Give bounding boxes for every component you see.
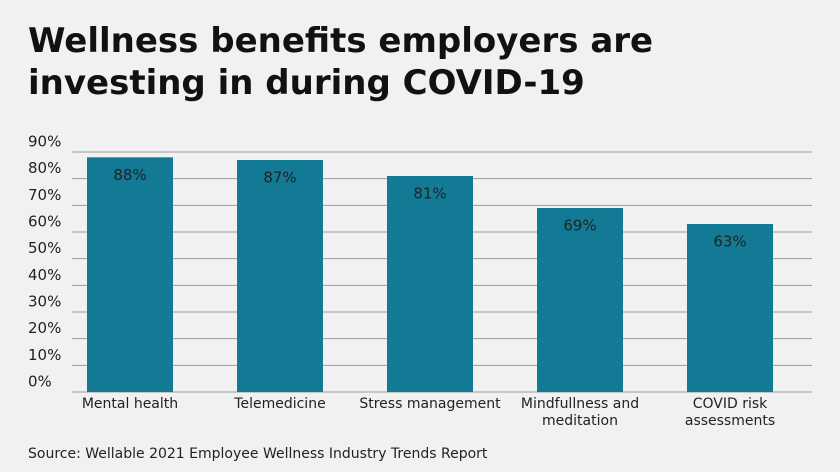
- bar: [387, 176, 473, 392]
- y-tick-label: 50%: [28, 239, 61, 257]
- y-tick-label: 80%: [28, 159, 61, 177]
- y-tick-label: 70%: [28, 186, 61, 204]
- y-tick-label: 60%: [28, 213, 61, 231]
- y-tick-label: 20%: [28, 319, 61, 337]
- data-label: 87%: [263, 169, 296, 187]
- data-label: 69%: [563, 217, 596, 235]
- source-note: Source: Wellable 2021 Employee Wellness …: [28, 446, 488, 462]
- x-tick-label: Telemedicine: [234, 396, 326, 412]
- y-tick-label: 90%: [28, 133, 61, 151]
- y-tick-label: 10%: [28, 346, 61, 364]
- bar: [687, 224, 773, 392]
- data-label: 81%: [413, 185, 446, 203]
- data-label: 88%: [113, 166, 146, 184]
- bar: [87, 157, 173, 392]
- y-tick-label: 0%: [28, 373, 52, 391]
- bar: [237, 160, 323, 392]
- bar: [537, 208, 623, 392]
- y-tick-label: 40%: [28, 266, 61, 284]
- data-label: 63%: [713, 233, 746, 251]
- chart-title: Wellness benefits employers are investin…: [28, 21, 654, 103]
- y-tick-label: 30%: [28, 293, 61, 311]
- x-tick-label: Mindfullness and meditation: [520, 396, 640, 429]
- x-tick-label: Stress management: [359, 396, 501, 412]
- x-tick-label: Mental health: [81, 396, 179, 412]
- x-tick-label: COVID risk assessments: [684, 396, 776, 429]
